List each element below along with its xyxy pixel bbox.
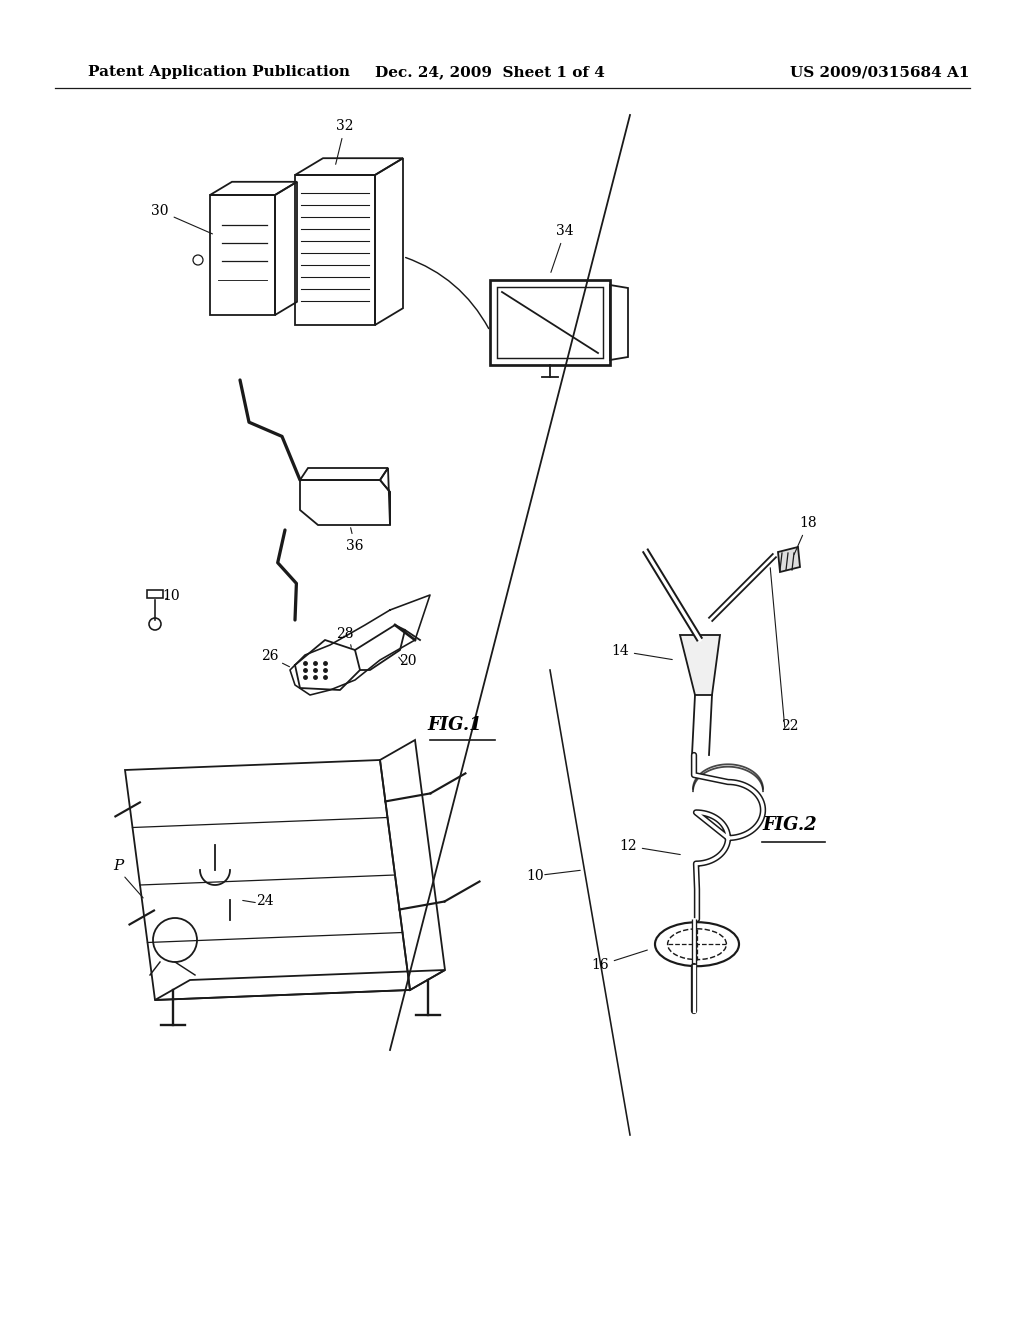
Text: Dec. 24, 2009  Sheet 1 of 4: Dec. 24, 2009 Sheet 1 of 4 (375, 65, 605, 79)
Text: 36: 36 (346, 528, 364, 553)
Text: 32: 32 (336, 119, 353, 164)
Text: US 2009/0315684 A1: US 2009/0315684 A1 (791, 65, 970, 79)
Text: 34: 34 (551, 224, 573, 272)
Polygon shape (680, 635, 720, 696)
Text: FIG.1: FIG.1 (428, 715, 482, 734)
Text: 14: 14 (611, 644, 673, 660)
Text: 24: 24 (256, 894, 273, 908)
Text: 22: 22 (781, 719, 799, 733)
Text: 28: 28 (336, 627, 353, 642)
Bar (147, 590, 163, 598)
Text: P: P (113, 859, 123, 873)
Text: 12: 12 (620, 840, 680, 854)
Text: 26: 26 (261, 649, 279, 663)
Text: 18: 18 (795, 516, 817, 554)
Text: 30: 30 (152, 205, 212, 234)
Polygon shape (778, 546, 800, 572)
Text: 10: 10 (162, 589, 179, 603)
Text: 20: 20 (399, 653, 417, 668)
Text: FIG.2: FIG.2 (763, 816, 817, 834)
Text: 16: 16 (591, 950, 647, 973)
Text: Patent Application Publication: Patent Application Publication (88, 65, 350, 79)
Text: 10: 10 (526, 869, 544, 883)
